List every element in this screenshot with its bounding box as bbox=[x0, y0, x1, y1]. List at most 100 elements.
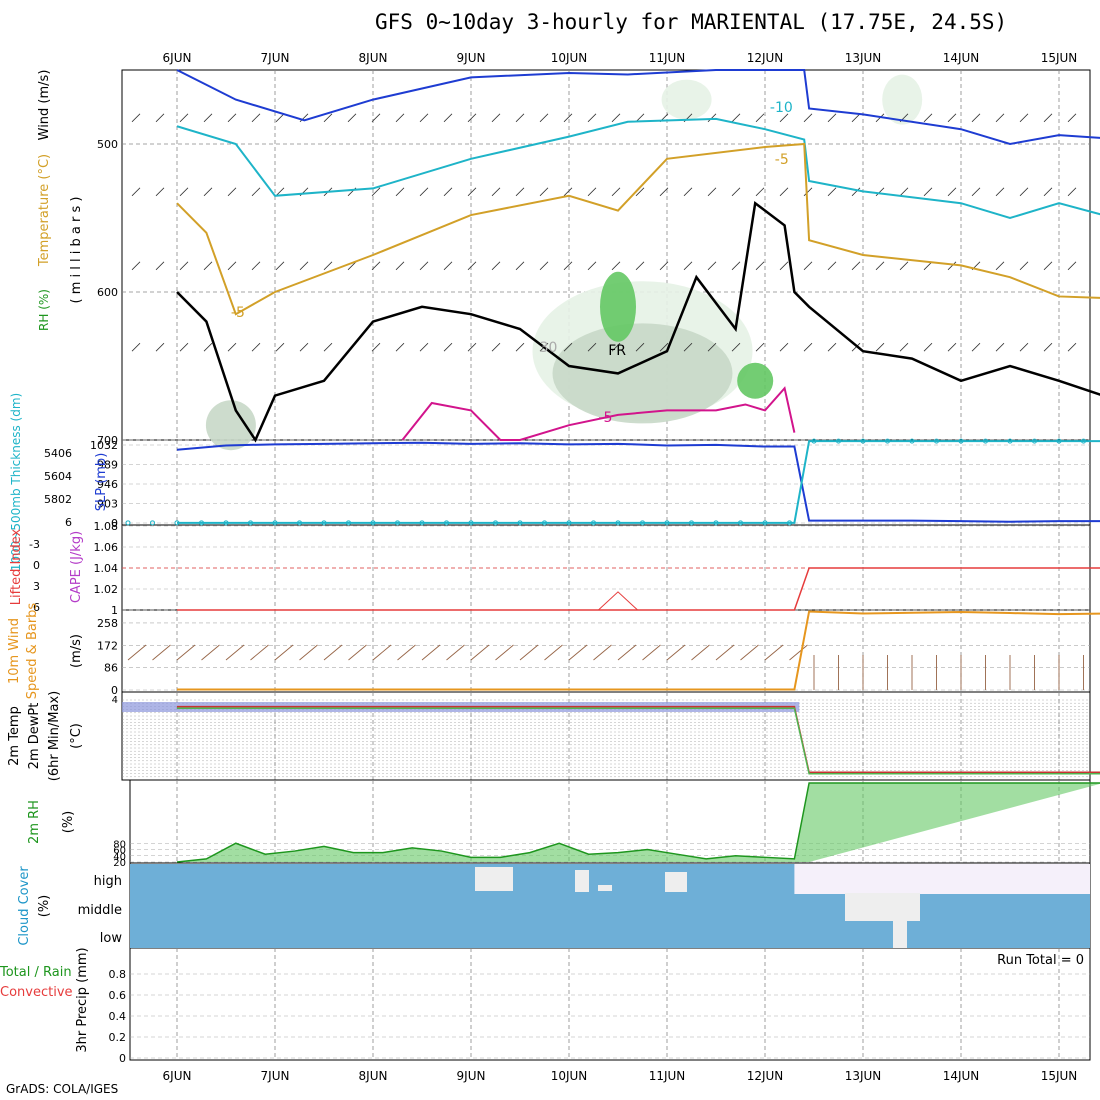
wind-barb bbox=[1067, 261, 1077, 271]
wind-barb bbox=[563, 113, 573, 123]
wind-barb bbox=[203, 113, 213, 123]
wind-barb bbox=[1067, 113, 1077, 123]
wind-barb bbox=[227, 187, 237, 197]
day-label-bottom: 10JUN bbox=[551, 1069, 588, 1083]
wind-barb bbox=[827, 113, 837, 123]
wind-barb bbox=[995, 113, 1005, 123]
thickness-marker bbox=[591, 520, 596, 526]
thickness-marker bbox=[615, 520, 621, 526]
thickness-marker bbox=[150, 520, 155, 526]
wind-barb bbox=[1019, 187, 1029, 197]
wind-barb-10m bbox=[568, 644, 588, 661]
precip-total-label: Total / Rain bbox=[0, 965, 72, 980]
wind-barb bbox=[731, 261, 741, 271]
thickness-marker bbox=[321, 520, 327, 526]
thickness-marker bbox=[395, 520, 400, 526]
wind-barb-10m bbox=[617, 644, 637, 661]
wind-barb bbox=[491, 187, 501, 197]
thickness-marker bbox=[468, 520, 474, 526]
wind-barb bbox=[899, 261, 909, 271]
wind-barb bbox=[995, 261, 1005, 271]
wind-barb bbox=[659, 261, 669, 271]
wind-barb bbox=[683, 342, 693, 352]
wind-barb bbox=[947, 261, 957, 271]
dewpt-axis-label: 2m DewPt bbox=[27, 703, 42, 770]
precip-tick-label: 0 bbox=[119, 1052, 126, 1065]
wind-barb-10m bbox=[764, 644, 784, 661]
wind-barb bbox=[851, 261, 861, 271]
cloud-gap bbox=[575, 870, 589, 892]
wind-barb bbox=[779, 187, 789, 197]
precip-tick-label: 0.8 bbox=[109, 968, 127, 981]
wind-barb bbox=[779, 342, 789, 352]
day-label-top: 12JUN bbox=[747, 51, 784, 65]
wind-barb bbox=[971, 342, 981, 352]
wind-barb bbox=[131, 261, 141, 271]
wind-tick-label: 258 bbox=[97, 617, 118, 630]
wind-barb-10m bbox=[397, 644, 416, 661]
rh-tick-label: 80 bbox=[113, 839, 126, 850]
day-label-top: 7JUN bbox=[261, 51, 290, 65]
contour-label: -5 bbox=[231, 305, 245, 321]
wind-barb bbox=[347, 261, 357, 271]
thickness-axis-label: 1000~500mb Thickness (dm) bbox=[9, 393, 23, 571]
wind-barb bbox=[755, 342, 765, 352]
wind-barb bbox=[515, 342, 525, 352]
wind-barb bbox=[995, 342, 1005, 352]
cloud-level-label: middle bbox=[78, 903, 122, 918]
wind-barb bbox=[659, 342, 669, 352]
wind-barb-10m bbox=[715, 644, 735, 661]
thickness-marker bbox=[419, 520, 425, 526]
cloud-axis-label: Cloud Cover bbox=[17, 866, 32, 946]
pressure-tick-label: 500 bbox=[97, 138, 118, 151]
wind-barb bbox=[251, 113, 261, 123]
panel-frame bbox=[129, 947, 1091, 1061]
day-label-bottom: 9JUN bbox=[457, 1069, 486, 1083]
pressure-tick-label: 600 bbox=[97, 286, 118, 299]
thickness-marker bbox=[444, 520, 449, 526]
day-label-top: 8JUN bbox=[359, 51, 388, 65]
temperature-contour bbox=[176, 142, 1100, 316]
wind-barb-10m bbox=[666, 644, 686, 661]
rh-shading bbox=[600, 271, 636, 342]
thickness-marker bbox=[836, 438, 841, 444]
wind-barb-10m bbox=[127, 644, 147, 661]
wind-barb bbox=[1043, 342, 1053, 352]
cloud-cover-high-clear bbox=[794, 864, 1090, 894]
wind-barb bbox=[299, 113, 309, 123]
cape-tick-label: 1.04 bbox=[94, 562, 119, 575]
contour-label: -5 bbox=[775, 152, 789, 168]
rh-tick-label: 40 bbox=[113, 852, 126, 863]
thickness-marker bbox=[909, 438, 915, 444]
thickness-marker bbox=[1056, 438, 1062, 444]
wind-barb bbox=[347, 113, 357, 123]
temp-tick-label: 4 bbox=[112, 695, 118, 706]
thickness-marker bbox=[199, 520, 204, 526]
temp-line bbox=[177, 707, 1100, 775]
wind-barb bbox=[371, 342, 381, 352]
wind-barb-10m bbox=[176, 644, 196, 661]
wind-barb bbox=[1019, 261, 1029, 271]
wind-barb bbox=[1019, 342, 1029, 352]
cloud-level-label: high bbox=[94, 874, 122, 889]
day-label-bottom: 15JUN bbox=[1041, 1069, 1078, 1083]
panel-frame bbox=[121, 609, 1091, 693]
rh-tick-label: 20 bbox=[113, 858, 126, 869]
wind-barb bbox=[635, 113, 645, 123]
wind-barb bbox=[443, 113, 453, 123]
wind-barb bbox=[275, 261, 285, 271]
wind-barb bbox=[419, 187, 429, 197]
contour-label: 30 bbox=[540, 340, 558, 356]
slp-tick-label: 989 bbox=[97, 459, 118, 472]
slp-tick-label: 946 bbox=[97, 478, 118, 491]
wind-barb bbox=[659, 187, 669, 197]
wind-barb bbox=[515, 187, 525, 197]
lifted-index-line bbox=[177, 567, 1100, 611]
wind-barb bbox=[1067, 342, 1077, 352]
day-label-bottom: 13JUN bbox=[845, 1069, 882, 1083]
thickness-marker bbox=[1007, 438, 1013, 444]
temperature-contour bbox=[176, 200, 1100, 443]
day-label-top: 10JUN bbox=[551, 51, 588, 65]
wind-barb bbox=[947, 187, 957, 197]
credit-label: GrADS: COLA/IGES bbox=[6, 1082, 119, 1096]
